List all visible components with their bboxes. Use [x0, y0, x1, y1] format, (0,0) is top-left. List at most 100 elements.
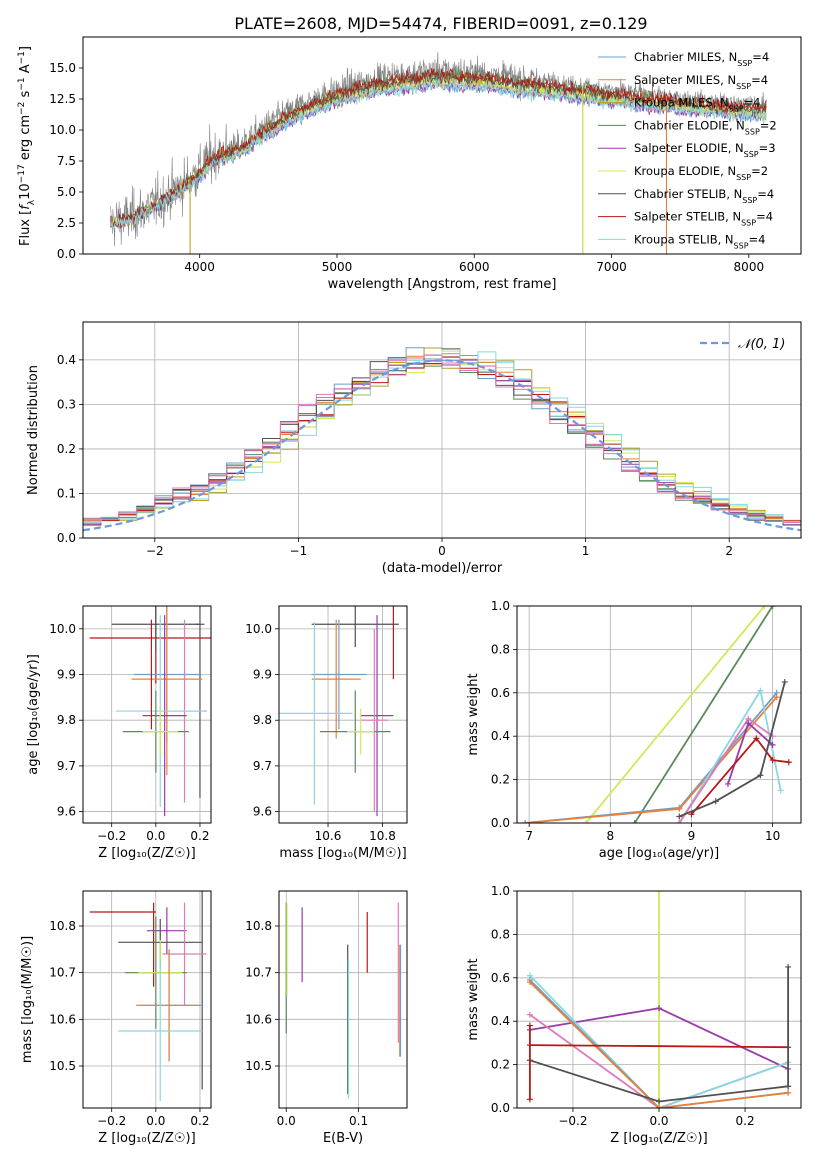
mass-weight-line — [529, 974, 789, 1108]
legend-entry: 𝒩(0, 1) — [738, 337, 785, 352]
mass-weight-marker — [522, 820, 529, 823]
x-tick-label: 5000 — [322, 260, 353, 274]
axes-frame — [516, 890, 802, 1109]
y-tick-label: 10.0 — [49, 123, 76, 137]
errorbar-point — [195, 606, 205, 798]
mass-weight-marker — [777, 787, 784, 794]
y-axis-label: age [log₁₀(age/yr)] — [26, 654, 41, 775]
legend-nssp: =4 — [749, 232, 766, 246]
spectrum-panel: 4000 5000 6000 7000 8000 0.0 2.5 5.0 7.5 10.0 12.5… — [49, 36, 802, 292]
mass-weight-marker — [757, 687, 764, 694]
y-axis-label: Normed distribution — [26, 365, 41, 495]
spectrum-ylabel: Flux [fλ10−17 erg cm−2 s−1 A−1] — [17, 46, 37, 246]
legend-subscript: SSP — [729, 104, 744, 113]
mass-weight-marker — [781, 678, 788, 685]
y-tick-label: 9.8 — [57, 713, 76, 727]
legend-nssp: =2 — [760, 118, 777, 132]
y-tick-label: 0.1 — [57, 486, 76, 500]
mass-vs-metallicity-panel: −0.2 0.0 0.2 10.5 10.6 10.7 10.8 Z [log₁₀(Z/Z☉)… — [20, 890, 212, 1146]
y-tick-label: 0.2 — [57, 442, 76, 456]
mass-weight-marker — [656, 1098, 662, 1105]
mass-weight-line — [690, 736, 789, 815]
legend-nssp: =3 — [759, 141, 776, 155]
age-vs-mass-panel: 10.6 10.8 9.6 9.7 9.8 9.9 10.0 mass [log₁₀(M/M☉… — [245, 605, 408, 861]
errorbar-point — [162, 902, 207, 1006]
x-tick-label: 8 — [606, 829, 614, 843]
x-tick-label: 7 — [525, 829, 533, 843]
y-tick-label: 10.7 — [245, 966, 272, 980]
y-tick-label: 9.6 — [57, 805, 76, 819]
errorbar-point — [360, 628, 388, 812]
normal-curve — [83, 359, 801, 532]
mass-weight-marker — [656, 1005, 662, 1012]
legend-subscript: SSP — [744, 150, 759, 159]
axes-frame — [516, 605, 802, 824]
errorbar-point — [311, 606, 399, 648]
mass-weight-marker — [761, 606, 768, 609]
y-tick-label: 0.0 — [57, 247, 76, 261]
mass-weight-marker — [656, 1105, 662, 1108]
legend-entry: Salpeter STELIB, NSSP=4 — [634, 210, 773, 228]
x-tick-label: 10.6 — [315, 829, 342, 843]
y-tick-label: 10.7 — [49, 966, 76, 980]
x-tick-label: 0.2 — [190, 1114, 209, 1128]
x-tick-label: 10.8 — [369, 829, 396, 843]
x-tick-label: 9 — [688, 829, 696, 843]
x-tick-label: 0.0 — [649, 1114, 668, 1128]
x-tick-label: 0.2 — [190, 829, 209, 843]
mass-weight-marker — [753, 735, 760, 742]
y-tick-label: 2.5 — [57, 216, 76, 230]
errorbar-point — [142, 708, 178, 755]
mass-weight-marker — [785, 1089, 792, 1096]
x-tick-label: 0.1 — [349, 1114, 368, 1128]
y-tick-label: 0.6 — [491, 686, 510, 700]
y-tick-label: 10.8 — [245, 919, 272, 933]
legend-entry: Kroupa STELIB, NSSP=4 — [634, 232, 765, 250]
y-tick-label: 0.0 — [491, 1101, 510, 1115]
y-tick-label: 0.4 — [491, 1014, 510, 1028]
y-tick-label: 0.0 — [491, 816, 510, 830]
axes-frame — [82, 605, 212, 824]
x-axis-label: Z [log₁₀(Z/Z☉)] — [98, 1131, 195, 1146]
y-tick-label: 9.8 — [253, 713, 272, 727]
model-spectrum — [110, 67, 767, 228]
errorbar-point — [311, 619, 367, 730]
mass-weight-marker — [676, 805, 683, 812]
y-tick-label: 0.8 — [491, 927, 510, 941]
mass-weight-marker — [526, 1096, 533, 1103]
y-tick-label: 10.8 — [49, 919, 76, 933]
mass-weight-vs-metallicity-panel: −0.2 0.0 0.2 0.0 0.2 0.4 0.6 0.8 1.0 Z [log₁₀(Z/Z… — [466, 884, 802, 1146]
x-tick-label: 1 — [582, 544, 590, 558]
figure-title: PLATE=2608, MJD=54474, FIBERID=0091, z=0… — [234, 14, 647, 33]
y-tick-label: 0.2 — [491, 773, 510, 787]
y-tick-label: 10.6 — [245, 1012, 272, 1026]
errorbar-point — [131, 606, 203, 776]
y-tick-label: 10.0 — [245, 622, 272, 636]
y-tick-label: 0.4 — [57, 353, 76, 367]
mass-weight-line — [529, 981, 789, 1108]
errorbar-point — [279, 621, 353, 805]
y-tick-label: 0.6 — [491, 971, 510, 985]
legend-nssp: =4 — [752, 50, 769, 64]
y-tick-label: 0.0 — [57, 531, 76, 545]
x-tick-label: −1 — [290, 544, 308, 558]
y-tick-label: 0.3 — [57, 397, 76, 411]
legend-subscript: SSP — [737, 59, 752, 68]
y-tick-label: 15.0 — [49, 61, 76, 75]
mass-weight-marker — [785, 1083, 792, 1090]
axes-frame — [82, 321, 802, 539]
x-tick-label: 0.2 — [736, 1114, 755, 1128]
x-axis-label: age [log₁₀(age/yr)] — [599, 846, 720, 861]
mass-weight-marker — [757, 772, 764, 779]
y-tick-label: 0.8 — [491, 642, 510, 656]
mass-vs-ebv-panel: 0.0 0.1 10.5 10.6 10.7 10.8 E(B-V) — [245, 890, 408, 1146]
mass-weight-marker — [676, 813, 683, 820]
mass-weight-marker — [656, 891, 662, 894]
mass-weight-marker — [724, 780, 731, 787]
y-tick-label: 9.9 — [253, 668, 272, 682]
mass-weight-marker — [631, 820, 638, 823]
mass-weight-marker — [526, 1022, 533, 1029]
errorbar-point — [135, 949, 203, 1062]
legend-subscript: SSP — [745, 127, 760, 136]
